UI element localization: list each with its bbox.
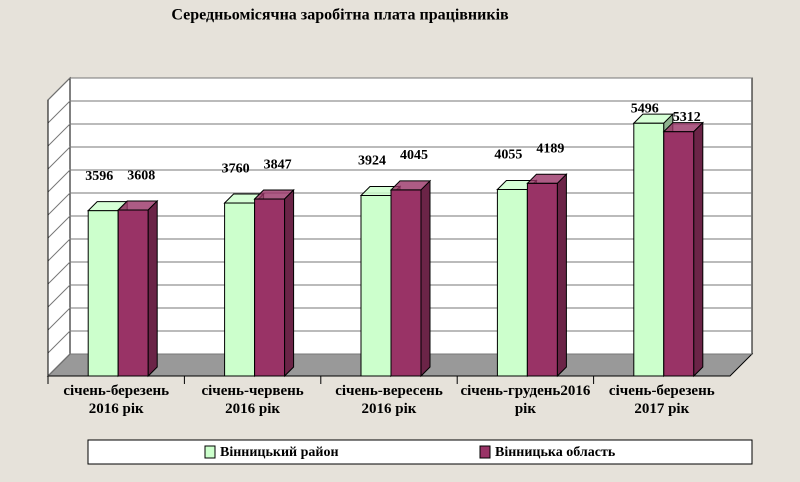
grid-line [47,123,752,147]
grid-line [47,169,752,193]
value-label: 3608 [127,168,155,183]
legend-label: Вінницький район [220,445,339,460]
bar [526,173,568,378]
value-label: 4189 [536,142,564,157]
bar-front [390,189,422,377]
bar-front [254,198,286,377]
grid-line [47,77,752,101]
bar-side [693,121,704,378]
value-label: 3760 [222,161,250,176]
x-tick-label: січень-вересень 2016 рік [335,383,443,417]
value-label: 5312 [673,110,701,125]
bar-front [496,188,528,377]
bar [116,199,159,378]
x-tick-label: січень-грудень2016 рік [460,383,591,417]
legend-swatch [204,445,216,459]
bar [662,121,705,378]
x-tick-label: січень-березень 2017 рік [608,383,715,417]
value-label: 4045 [400,148,428,163]
x-tick-label: січень-червень 2016 рік [201,383,304,417]
grid-line [47,100,752,124]
chart-title: Середньомісячна заробітна плата працівни… [171,7,509,24]
bar-front [526,182,558,377]
value-label: 5496 [631,101,659,116]
value-label: 3847 [264,157,292,172]
x-tick-label: січень-березень 2016 рік [63,383,170,417]
value-label: 3596 [85,169,113,184]
bar-front [633,122,665,377]
bar-front [117,209,149,377]
legend-label: Вінницька область [495,445,616,460]
bar-front [360,194,392,377]
legend-swatch [479,445,491,459]
bar [389,179,432,378]
bar-side [420,179,431,378]
value-label: 4055 [494,148,522,163]
bar-front [224,202,256,377]
bar-side [284,188,295,378]
value-label: 3924 [358,154,386,169]
bar-side [556,173,567,378]
bar-front [663,131,695,377]
bar-front [87,210,119,377]
bar [253,188,295,378]
grid-line [47,146,752,170]
bar-side [147,199,158,378]
legend-box [87,439,753,465]
